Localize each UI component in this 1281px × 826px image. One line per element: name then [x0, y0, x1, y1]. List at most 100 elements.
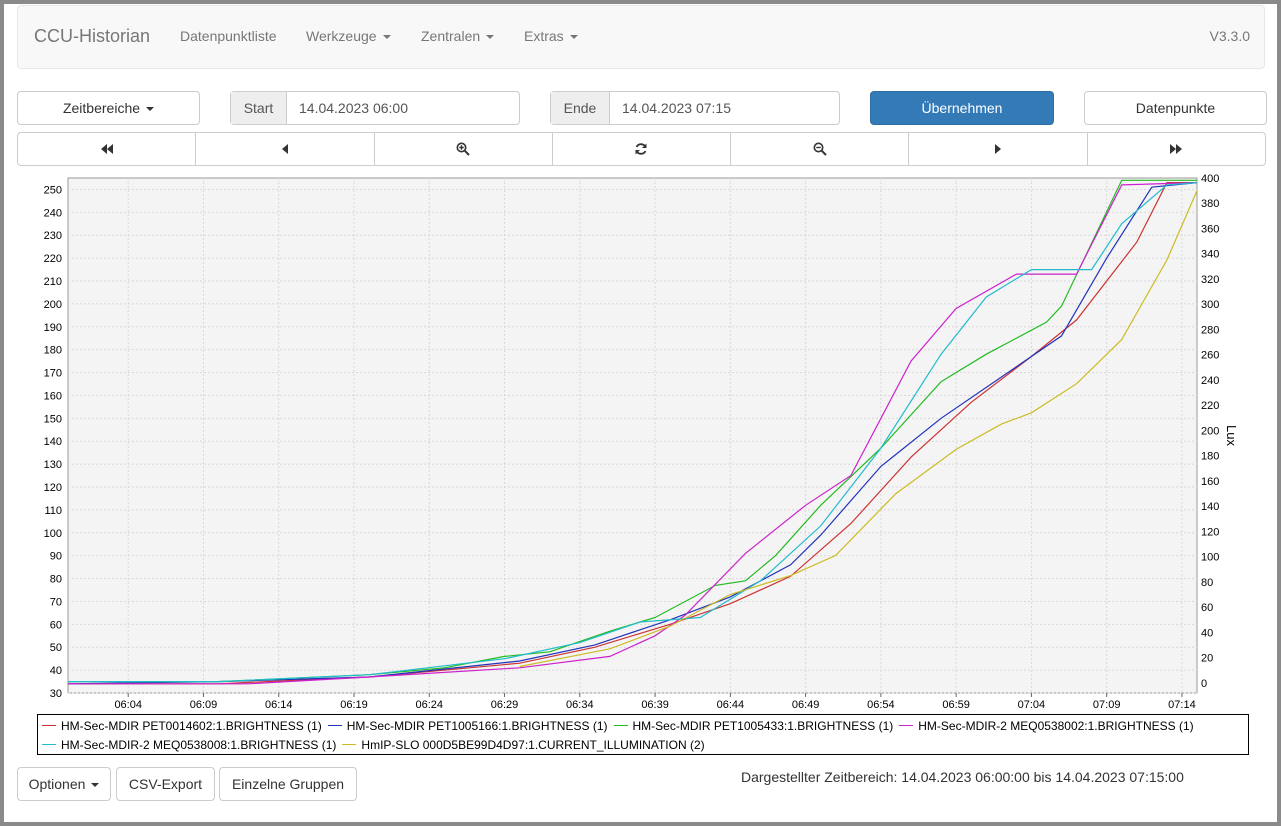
- y-left-tick-label: 190: [44, 322, 62, 334]
- y-left-tick-label: 70: [50, 596, 62, 608]
- y-right-tick-label: 340: [1201, 249, 1219, 261]
- brightness-chart[interactable]: 30 40 50 60 70 80 90 100 110 120 130 140 150 160 170 18…: [17, 174, 1257, 714]
- zoom-out-button[interactable]: [730, 132, 910, 166]
- forward-icon: [995, 144, 1002, 154]
- x-tick-label: 06:54: [867, 699, 895, 711]
- nav-extras[interactable]: Extras: [524, 28, 578, 44]
- app-frame: CCU-Historian Datenpunktliste Werkzeuge …: [4, 4, 1277, 822]
- series-line-6: [519, 190, 1198, 668]
- legend-item[interactable]: HM-Sec-MDIR-2 MEQ0538002:1.BRIGHTNESS (1…: [899, 716, 1194, 735]
- y-left-tick-label: 210: [44, 276, 62, 288]
- y-right-tick-label: 300: [1201, 299, 1219, 311]
- zoom-out-icon: [813, 142, 827, 156]
- options-dropdown[interactable]: Optionen: [17, 767, 111, 801]
- y-left-tick-label: 120: [44, 482, 62, 494]
- y-left-tick-label: 50: [50, 642, 62, 654]
- forward-button[interactable]: [908, 132, 1088, 166]
- backward-icon: [281, 144, 288, 154]
- fast-backward-button[interactable]: [17, 132, 197, 166]
- series-line-4: [68, 182, 1198, 685]
- fast-backward-icon: [100, 144, 113, 154]
- end-addon: Ende: [551, 92, 610, 124]
- fast-forward-icon: [1170, 144, 1183, 154]
- y-left-tick-label: 90: [50, 551, 62, 563]
- datapoints-button[interactable]: Datenpunkte: [1084, 91, 1267, 125]
- legend-item[interactable]: HM-Sec-MDIR PET1005166:1.BRIGHTNESS (1): [327, 716, 608, 735]
- brand[interactable]: CCU-Historian: [34, 26, 151, 46]
- y-right-tick-label: 120: [1201, 526, 1219, 538]
- start-field[interactable]: 14.04.2023 06:00: [299, 100, 408, 116]
- x-tick-label: 06:59: [942, 699, 970, 711]
- y-right-tick-label: 260: [1201, 350, 1219, 362]
- fast-forward-button[interactable]: [1086, 132, 1266, 166]
- legend-item[interactable]: HM-Sec-MDIR PET1005433:1.BRIGHTNESS (1): [613, 716, 893, 735]
- timeranges-label: Zeitbereiche: [62, 100, 141, 116]
- caret-down-icon: [91, 783, 100, 788]
- timeranges-dropdown[interactable]: Zeitbereiche: [17, 91, 200, 125]
- start-addon: Start: [231, 92, 287, 124]
- x-tick-label: 06:24: [416, 699, 444, 711]
- nav-datenpunktliste[interactable]: Datenpunktliste: [180, 28, 277, 44]
- legend-item[interactable]: HmIP-SLO 000D5BE99D4D97:1.CURRENT_ILLUMI…: [342, 735, 705, 754]
- y-left-tick-label: 130: [44, 459, 62, 471]
- series-line-3: [68, 179, 1197, 683]
- y-right-tick-label: 100: [1201, 552, 1219, 564]
- y-right-tick-label: 40: [1201, 627, 1213, 639]
- legend-item[interactable]: HM-Sec-MDIR PET0014602:1.BRIGHTNESS (1): [42, 716, 322, 735]
- y-left-tick-label: 100: [44, 528, 62, 540]
- legend-swatch: [42, 744, 56, 745]
- end-field[interactable]: 14.04.2023 07:15: [622, 100, 731, 116]
- legend-label: HM-Sec-MDIR-2 MEQ0538002:1.BRIGHTNESS (1…: [918, 718, 1194, 733]
- version-label: V3.3.0: [1209, 28, 1250, 44]
- apply-button[interactable]: Übernehmen: [870, 91, 1054, 125]
- caret-down-icon: [382, 35, 391, 40]
- x-tick-label: 07:14: [1168, 699, 1196, 711]
- nav-werkzeuge[interactable]: Werkzeuge: [306, 28, 391, 44]
- x-tick-label: 06:49: [792, 699, 820, 711]
- legend-label: HM-Sec-MDIR-2 MEQ0538008:1.BRIGHTNESS (1…: [61, 737, 337, 752]
- end-input-group: Ende 14.04.2023 07:15: [550, 91, 840, 125]
- y-right-tick-label: 380: [1201, 198, 1219, 210]
- y-right-tick-label: 20: [1201, 653, 1213, 665]
- time-navigation: [17, 132, 1266, 166]
- caret-down-icon: [146, 107, 155, 112]
- y-right-tick-label: 400: [1201, 174, 1219, 185]
- nav-zentralen[interactable]: Zentralen: [421, 28, 495, 44]
- y-right-tick-label: 320: [1201, 274, 1219, 286]
- legend-label: HM-Sec-MDIR PET0014602:1.BRIGHTNESS (1): [61, 718, 322, 733]
- displayed-range-text: Dargestellter Zeitbereich: 14.04.2023 06…: [741, 769, 1184, 785]
- legend-swatch: [899, 725, 914, 726]
- start-input-group: Start 14.04.2023 06:00: [230, 91, 520, 125]
- chart-legend: HM-Sec-MDIR PET0014602:1.BRIGHTNESS (1) H…: [37, 714, 1249, 755]
- navbar: CCU-Historian Datenpunktliste Werkzeuge …: [17, 5, 1265, 69]
- y-left-tick-label: 140: [44, 436, 62, 448]
- refresh-button[interactable]: [551, 132, 732, 166]
- y-right-tick-label: 360: [1201, 223, 1219, 235]
- backward-button[interactable]: [195, 132, 375, 166]
- y-right-tick-label: 220: [1201, 400, 1219, 412]
- y-left-tick-label: 200: [44, 299, 62, 311]
- legend-label: HmIP-SLO 000D5BE99D4D97:1.CURRENT_ILLUMI…: [361, 737, 705, 752]
- x-tick-label: 06:09: [190, 699, 218, 711]
- legend-label: HM-Sec-MDIR PET1005166:1.BRIGHTNESS (1): [346, 718, 608, 733]
- y-left-tick-label: 40: [50, 665, 62, 677]
- series-line-1: [68, 182, 1197, 685]
- nav-label: Datenpunktliste: [180, 28, 277, 44]
- y-right-tick-label: 60: [1201, 602, 1213, 614]
- plot-area: [67, 177, 1198, 694]
- y-left-tick-label: 230: [44, 230, 62, 242]
- legend-swatch: [613, 725, 628, 726]
- x-tick-label: 07:04: [1018, 699, 1046, 711]
- legend-item[interactable]: HM-Sec-MDIR-2 MEQ0538008:1.BRIGHTNESS (1…: [42, 735, 336, 754]
- single-groups-button[interactable]: Einzelne Gruppen: [219, 767, 357, 801]
- x-tick-label: 06:14: [265, 699, 293, 711]
- y-left-tick-label: 170: [44, 368, 62, 380]
- y-left-tick-label: 180: [44, 345, 62, 357]
- y-left-tick-label: 150: [44, 413, 62, 425]
- x-tick-label: 06:44: [717, 699, 745, 711]
- csv-export-button[interactable]: CSV-Export: [116, 767, 215, 801]
- y-left-tick-label: 80: [50, 574, 62, 586]
- zoom-in-button[interactable]: [373, 132, 553, 166]
- y-right-tick-label: 80: [1201, 577, 1213, 589]
- nav-label: Zentralen: [421, 28, 481, 44]
